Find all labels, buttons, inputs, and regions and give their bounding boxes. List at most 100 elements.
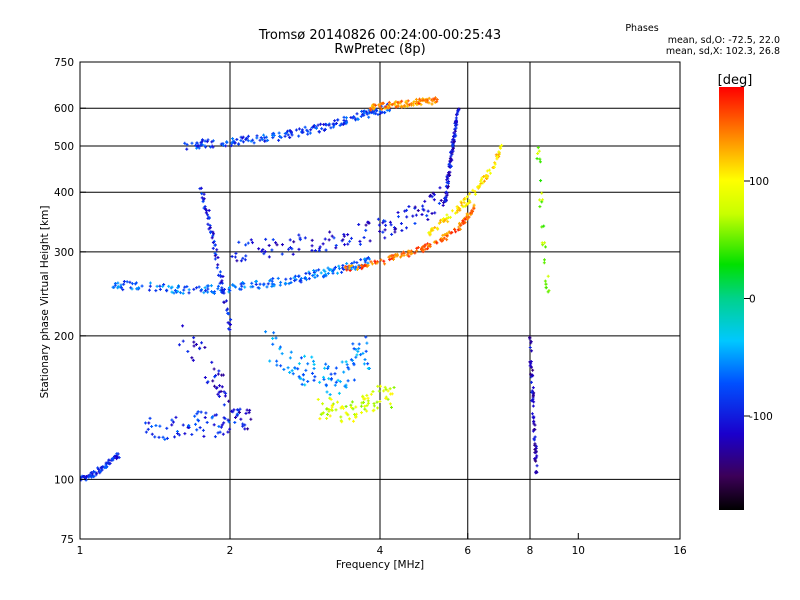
data-point: [161, 284, 165, 288]
data-point: [334, 366, 338, 370]
data-point: [333, 265, 337, 269]
data-point: [345, 262, 349, 266]
data-point: [190, 432, 194, 436]
data-point: [264, 330, 268, 334]
data-point: [367, 257, 371, 261]
data-point: [454, 126, 458, 130]
data-point: [182, 288, 186, 292]
data-point: [375, 261, 379, 265]
data-point: [130, 282, 134, 286]
data-point: [439, 218, 443, 222]
data-point: [441, 237, 445, 241]
data-point: [360, 401, 364, 405]
data-point: [266, 282, 270, 286]
data-point: [422, 208, 426, 212]
data-point: [283, 281, 287, 285]
data-point: [215, 413, 219, 417]
data-point: [195, 146, 199, 150]
data-point: [92, 470, 96, 474]
data-point: [529, 340, 533, 344]
data-point: [540, 200, 544, 204]
data-point: [173, 435, 177, 439]
data-point: [432, 198, 436, 202]
data-point: [459, 223, 463, 227]
data-point: [352, 378, 356, 382]
data-point: [294, 128, 298, 132]
data-point: [376, 406, 380, 410]
data-point: [237, 142, 241, 146]
data-point: [153, 435, 157, 439]
data-point: [376, 384, 380, 388]
data-point: [191, 358, 195, 362]
data-point: [235, 259, 239, 263]
data-point: [213, 375, 217, 379]
data-point: [211, 241, 215, 245]
data-point: [213, 435, 217, 439]
data-point: [435, 100, 439, 104]
data-point: [297, 362, 301, 366]
data-point: [468, 211, 472, 215]
data-point: [437, 221, 441, 225]
data-point: [339, 122, 343, 126]
data-point: [329, 126, 333, 130]
colorbar-label: [deg]: [718, 73, 753, 88]
data-point: [535, 454, 539, 458]
data-point: [383, 385, 387, 389]
data-point: [239, 282, 243, 286]
data-point: [243, 427, 247, 431]
data-point: [305, 128, 309, 132]
data-point: [275, 243, 279, 247]
data-point: [426, 247, 430, 251]
data-point: [237, 410, 241, 414]
data-point: [100, 468, 104, 472]
data-point: [197, 146, 201, 150]
data-point: [287, 282, 291, 286]
data-point: [428, 244, 432, 248]
data-point: [360, 267, 364, 271]
data-point: [212, 232, 216, 236]
data-point: [421, 248, 425, 252]
data-point: [531, 368, 535, 372]
data-point: [388, 402, 392, 406]
data-point: [473, 190, 477, 194]
data-point: [355, 117, 359, 121]
data-point: [147, 421, 151, 425]
data-point: [309, 128, 313, 132]
data-point: [114, 454, 118, 458]
data-point: [301, 373, 305, 377]
data-point: [333, 383, 337, 387]
data-point: [233, 420, 237, 424]
data-point: [361, 394, 365, 398]
data-point: [312, 268, 316, 272]
data-point: [203, 205, 207, 209]
data-point: [325, 416, 329, 420]
data-point: [347, 417, 351, 421]
data-point: [363, 407, 367, 411]
data-point: [399, 222, 403, 226]
data-point: [326, 366, 330, 370]
data-point: [304, 271, 308, 275]
data-point: [290, 133, 294, 137]
data-point: [262, 133, 266, 137]
x-tick-label: 4: [377, 545, 384, 557]
data-point: [202, 434, 206, 438]
data-point: [428, 232, 432, 236]
data-point: [198, 426, 202, 430]
data-point: [243, 258, 247, 262]
data-point: [387, 255, 391, 259]
data-point: [419, 103, 423, 107]
data-point: [252, 141, 256, 145]
data-point: [246, 134, 250, 138]
data-point: [454, 116, 458, 120]
data-point: [343, 243, 347, 247]
data-point: [382, 389, 386, 393]
data-point: [229, 144, 233, 148]
data-point: [216, 372, 220, 376]
data-point: [234, 285, 238, 289]
data-point: [231, 283, 235, 287]
data-point: [215, 386, 219, 390]
data-point: [535, 157, 539, 161]
x-tick-label: 6: [464, 545, 471, 557]
data-point: [484, 174, 488, 178]
data-point: [346, 233, 350, 237]
